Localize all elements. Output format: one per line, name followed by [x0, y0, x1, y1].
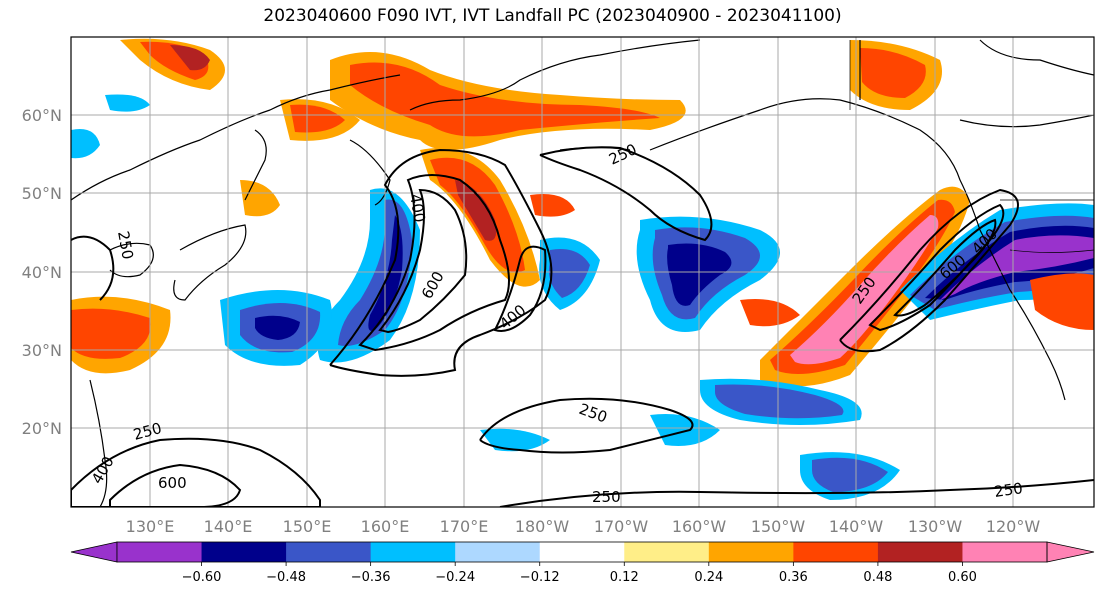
contour-600 — [893, 218, 997, 317]
shade-negative — [650, 414, 720, 446]
colorbar-segment — [286, 542, 372, 562]
shade-negative — [548, 249, 590, 298]
shade-negative — [255, 315, 300, 340]
contour-250 — [329, 148, 553, 377]
colorbar-extend-max — [1046, 541, 1095, 563]
colorbar-tick-label: 0.24 — [694, 570, 723, 585]
shade-negative — [71, 129, 100, 159]
lat-tick-label: 50°N — [22, 184, 62, 203]
colorbar-segment — [455, 542, 541, 562]
colorbar-segment — [708, 542, 794, 562]
shade-negative — [715, 384, 844, 419]
contour-250 — [71, 235, 115, 301]
colorbar-labels: −0.60 −0.48 −0.36 −0.24 −0.12 0.12 0.24 0.36 0.4… — [182, 570, 977, 585]
shade-positive — [1030, 273, 1094, 330]
colorbar-tick-label: −0.12 — [520, 570, 560, 585]
lon-tick-label: 170°E — [440, 517, 489, 536]
lat-tick-label: 20°N — [22, 419, 62, 438]
contour-250 — [479, 397, 694, 454]
colorbar-segment — [877, 542, 963, 562]
colorbar-segment — [370, 542, 456, 562]
shade-positive — [290, 104, 345, 133]
shade-negative — [940, 235, 1094, 300]
lon-tick-label: 160°W — [672, 517, 727, 536]
contour-600 — [378, 188, 468, 334]
colorbar-segment — [117, 542, 203, 562]
shade-negative — [812, 457, 888, 492]
lon-tick-label: 130°W — [908, 517, 963, 536]
contour-250 — [839, 188, 1019, 353]
colorbar-tick-label: −0.36 — [351, 570, 391, 585]
contour-400 — [358, 174, 510, 352]
shade-positive — [170, 45, 210, 71]
contour-label: 250 — [592, 488, 621, 506]
contour-250 — [71, 437, 321, 507]
lon-tick-label: 180°W — [515, 517, 570, 536]
contour-400 — [493, 245, 547, 332]
gridlines — [71, 37, 1094, 507]
shade-positive — [530, 194, 575, 217]
shade-positive — [790, 215, 939, 365]
borders — [849, 40, 1094, 253]
colorbar-outline — [116, 541, 1048, 563]
contour-label: 250 — [993, 479, 1024, 501]
lon-tick-label: 140°E — [204, 517, 253, 536]
lat-tick-label: 60°N — [22, 106, 62, 125]
contour-250 — [499, 479, 1094, 507]
map-border — [70, 36, 1095, 508]
colorbar-tick-label: 0.12 — [610, 570, 639, 585]
colorbar-segment — [793, 542, 879, 562]
colorbar-tick-label: −0.48 — [266, 570, 306, 585]
colorbar-segment — [624, 542, 710, 562]
contour-600 — [109, 463, 242, 507]
ivt-contours — [71, 146, 1094, 507]
latitude-labels: 60°N 50°N 40°N 30°N 20°N — [22, 106, 62, 438]
contour-400 — [868, 203, 1005, 332]
colorbar-extend-min — [70, 541, 118, 563]
colorbar-segment — [201, 542, 287, 562]
shade-positive — [860, 48, 926, 98]
lat-tick-label: 30°N — [22, 341, 62, 360]
colorbar-tick-label: 0.60 — [948, 570, 977, 585]
lon-tick-label: 120°W — [986, 517, 1041, 536]
map-content: 400 600 400 250 250 600 400 250 250 400 … — [71, 37, 1094, 507]
colorbar-tick-label: −0.60 — [182, 570, 222, 585]
contour-label: 600 — [158, 474, 187, 492]
lon-tick-label: 160°E — [361, 517, 410, 536]
shade-negative — [105, 94, 150, 112]
longitude-labels: 130°E 140°E 150°E 160°E 170°E 180°W 170°W 160°W… — [126, 517, 1041, 536]
lon-tick-label: 150°E — [283, 517, 332, 536]
lon-tick-label: 170°W — [594, 517, 649, 536]
colorbar-tick-label: 0.48 — [863, 570, 892, 585]
colorbar-tick-label: 0.36 — [779, 570, 808, 585]
contour-label: 400 — [406, 193, 429, 224]
shade-positive — [71, 308, 151, 359]
lon-tick-label: 140°W — [829, 517, 884, 536]
lon-tick-label: 130°E — [126, 517, 175, 536]
contour-250 — [539, 146, 713, 242]
lon-tick-label: 150°W — [751, 517, 806, 536]
colorbar — [70, 541, 1095, 566]
colorbar-segment — [539, 542, 625, 562]
colorbar-segment — [962, 542, 1048, 562]
shade-positive — [350, 62, 660, 137]
shade-positive — [740, 299, 800, 327]
shade-negative — [480, 428, 550, 452]
contour-label: 250 — [114, 230, 137, 261]
map-title: 2023040600 F090 IVT, IVT Landfall PC (20… — [263, 6, 842, 26]
lat-tick-label: 40°N — [22, 263, 62, 282]
colorbar-tick-label: −0.24 — [435, 570, 475, 585]
shade-negative — [368, 215, 403, 331]
shade-positive — [455, 180, 497, 241]
